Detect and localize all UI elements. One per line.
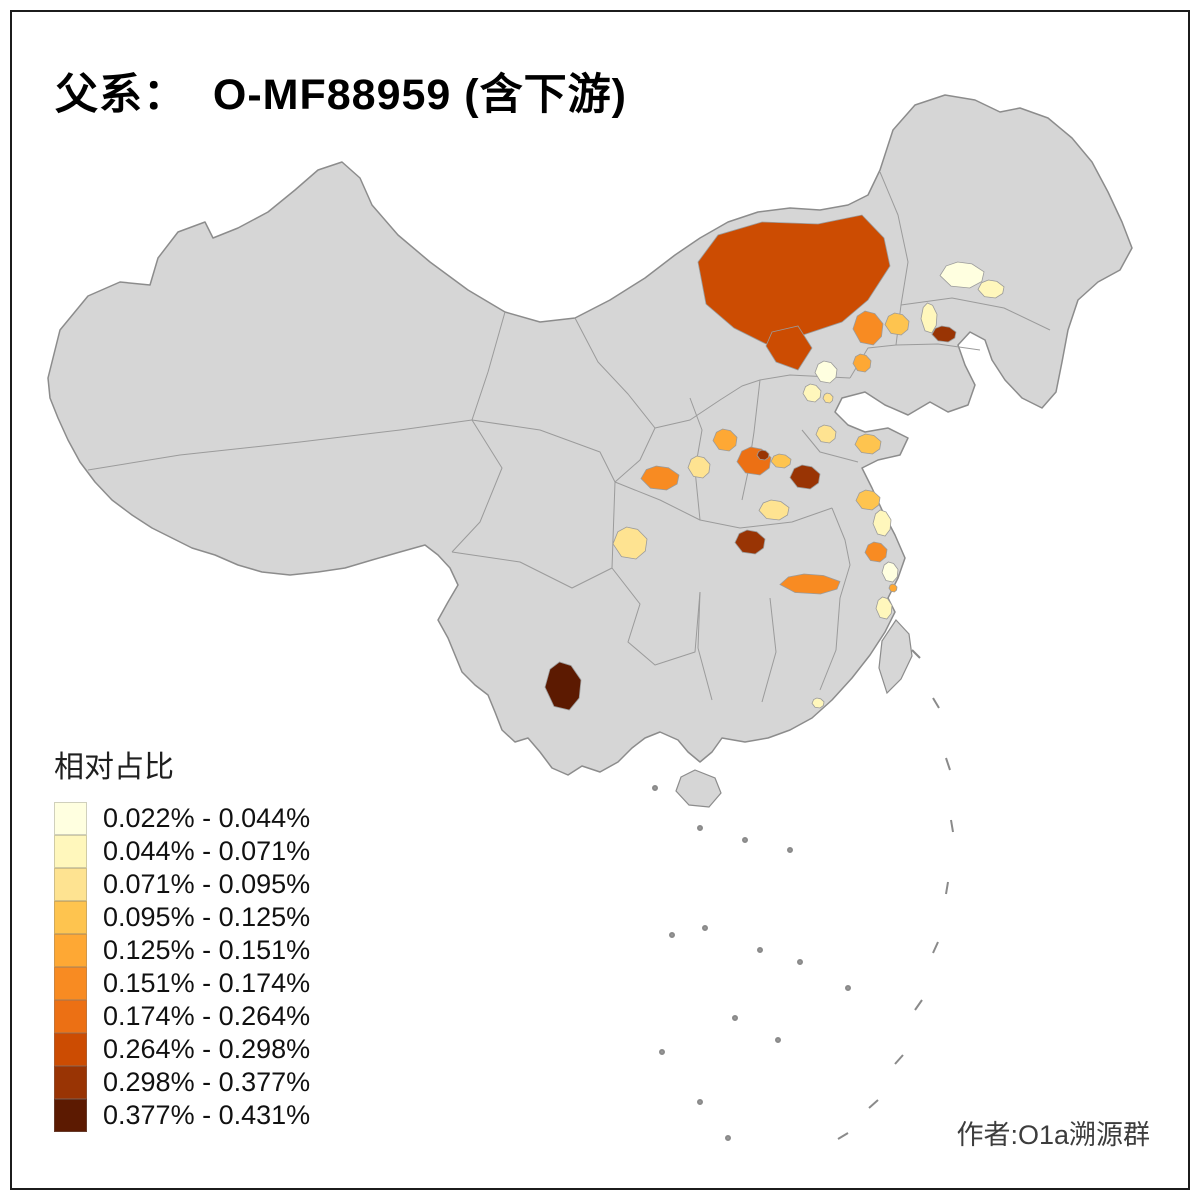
legend-row: 0.377% - 0.431% [54, 1099, 310, 1132]
legend-swatch [54, 1033, 87, 1066]
legend-row: 0.022% - 0.044% [54, 802, 310, 835]
legend-row: 0.071% - 0.095% [54, 868, 310, 901]
taiwan-island [878, 619, 913, 695]
legend-swatch [54, 802, 87, 835]
map-region [756, 449, 770, 461]
map-region [888, 583, 898, 593]
map-region [884, 312, 910, 336]
legend-label: 0.044% - 0.071% [103, 836, 311, 866]
map-region [852, 353, 872, 373]
page-title: 父系： O-MF88959 (含下游) [55, 71, 627, 119]
map-region [875, 596, 893, 620]
mainland-landmass [47, 94, 1133, 776]
map-region [734, 529, 766, 555]
legend-row: 0.174% - 0.264% [54, 1000, 310, 1033]
map-region [758, 499, 790, 521]
legend-label: 0.298% - 0.377% [103, 1067, 311, 1097]
mainland-outline [47, 94, 1133, 776]
map-region [789, 464, 821, 490]
legend: 相对占比 0.022% - 0.044% 0.044% - 0.071% 0.071… [54, 742, 310, 1132]
legend-title: 相对占比 [54, 751, 174, 784]
author-credit: 作者:O1a溯源群 [956, 1120, 1150, 1150]
map-region [939, 261, 985, 289]
legend-label: 0.071% - 0.095% [103, 869, 311, 899]
legend-swatch [54, 835, 87, 868]
legend-label: 0.151% - 0.174% [103, 968, 311, 998]
legend-swatch [54, 934, 87, 967]
map-region [765, 325, 813, 371]
legend-swatch [54, 1000, 87, 1033]
map-region [852, 310, 884, 346]
legend-swatch [54, 1066, 87, 1099]
map-region [612, 526, 648, 560]
map-region [822, 392, 834, 404]
legend-row: 0.264% - 0.298% [54, 1033, 310, 1066]
legend-swatch [54, 901, 87, 934]
map-region [814, 360, 838, 384]
legend-swatch [54, 967, 87, 1000]
map-region [779, 573, 841, 595]
map-region [544, 661, 582, 711]
legend-label: 0.022% - 0.044% [103, 803, 311, 833]
legend-row: 0.044% - 0.071% [54, 835, 310, 868]
province-borders [87, 171, 1051, 703]
legend-label: 0.095% - 0.125% [103, 902, 311, 932]
map-region [770, 453, 792, 469]
map-region [712, 428, 738, 452]
colored-regions [544, 214, 1005, 711]
map-region [697, 214, 891, 345]
map-region [854, 433, 882, 455]
map-region [931, 325, 957, 343]
map-region [872, 509, 892, 537]
hainan-island [675, 769, 722, 808]
legend-label: 0.174% - 0.264% [103, 1001, 311, 1031]
legend-entries: 0.022% - 0.044% 0.044% - 0.071% 0.071% - 0… [54, 802, 310, 1132]
legend-label: 0.125% - 0.151% [103, 935, 311, 965]
legend-row: 0.095% - 0.125% [54, 901, 310, 934]
legend-row: 0.151% - 0.174% [54, 967, 310, 1000]
map-region [640, 465, 680, 491]
south-china-sea-islands [652, 649, 954, 1141]
map-region [864, 541, 888, 563]
map-region [802, 383, 822, 403]
map-region [977, 279, 1005, 299]
legend-row: 0.298% - 0.377% [54, 1066, 310, 1099]
map-region [920, 302, 938, 334]
map-region [811, 697, 825, 709]
legend-row: 0.125% - 0.151% [54, 934, 310, 967]
legend-label: 0.377% - 0.431% [103, 1100, 311, 1130]
map-region [881, 561, 899, 583]
map-region [855, 489, 881, 511]
map-region [815, 424, 837, 444]
legend-swatch [54, 1099, 87, 1132]
map-region [687, 455, 711, 479]
legend-label: 0.264% - 0.298% [103, 1034, 311, 1064]
legend-swatch [54, 868, 87, 901]
